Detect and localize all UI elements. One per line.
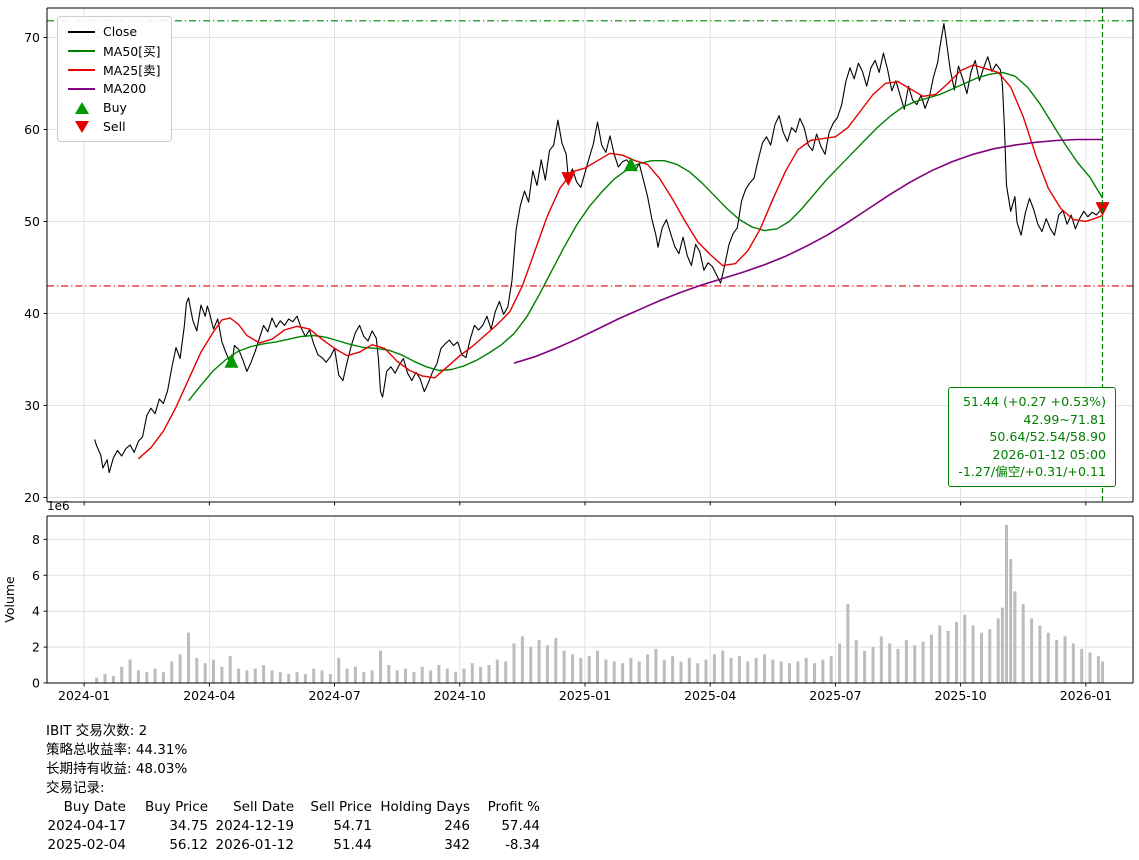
legend: Close MA50[买] MA25[卖] MA200 Buy Sell: [57, 16, 172, 142]
trade-col-header: Holding Days: [380, 799, 470, 815]
volume-tick-label: 0: [32, 676, 40, 691]
x-tick-label: 2024-01: [58, 688, 110, 703]
series-MA200: [513, 138, 1103, 364]
price-volume-chart: 2024-01 2024-04 2024-07 2024-10 2025-01 2025-…: [2, 7, 1134, 703]
sell-triangle-icon: [74, 120, 89, 133]
volume-tick-label: 6: [32, 568, 40, 583]
legend-label: Close: [103, 24, 138, 39]
trade-cell: 51.44: [333, 837, 372, 853]
axis-labels: 2024-01 2024-04 2024-07 2024-10 2025-01 2025-…: [24, 30, 1112, 703]
price-annotation-box: 51.44 (+0.27 +0.53%) 42.99~71.81 50.64/5…: [948, 387, 1116, 487]
legend-item-Sell: Sell: [68, 119, 161, 134]
holding-return-line: 长期持有收益: 48.03%: [46, 761, 188, 777]
trade-cell: 342: [444, 837, 470, 853]
legend-item-Close: Close: [68, 24, 161, 39]
volume-ylabel: Volume: [2, 576, 17, 623]
x-tick-label: 2025-07: [809, 688, 861, 703]
annotation-datetime: 2026-01-12 05:00: [992, 446, 1107, 462]
series-Close: [94, 23, 1103, 474]
x-tick-label: 2025-10: [935, 688, 987, 703]
trade-col-header: Profit %: [487, 799, 540, 815]
trade-table-header: Buy Date Buy Price Sell Date Sell Price Hold…: [46, 798, 540, 817]
volume-bars: [95, 525, 1104, 683]
trade-row-1: 2025-02-04 56.12 2026-01-12 51.44 342 -8.34: [46, 836, 540, 855]
trade-cell: 2024-12-19: [215, 818, 294, 834]
legend-label: MA50[买]: [103, 44, 161, 59]
volume-tick-label: 2: [32, 640, 40, 655]
x-tick-label: 2026-01: [1060, 688, 1112, 703]
buy-triangle-icon: [623, 157, 638, 172]
legend-label: Buy: [103, 100, 127, 115]
buy-triangle-icon: [224, 353, 239, 368]
trade-col-header: Buy Price: [144, 799, 208, 815]
trade-cell: 246: [444, 818, 470, 834]
axis-ticks: [43, 36, 1087, 687]
price-tick-label: 40: [24, 306, 40, 321]
trade-row-0: 2024-04-17 34.75 2024-12-19 54.71 246 57.44: [46, 817, 540, 836]
price-tick-label: 60: [24, 122, 40, 137]
trade-cell: 2025-02-04: [47, 837, 126, 853]
price-tick-label: 50: [24, 214, 40, 229]
x-tick-label: 2024-07: [308, 688, 360, 703]
x-tick-label: 2024-10: [434, 688, 486, 703]
strategy-return-line: 策略总收益率: 44.31%: [46, 742, 188, 758]
trade-cell: 34.75: [169, 818, 208, 834]
annotation-range: 42.99~71.81: [1023, 411, 1106, 427]
volume-offset-text: 1e6: [47, 499, 70, 513]
trade-cell: 54.71: [333, 818, 372, 834]
buy-triangle-icon: [74, 101, 89, 114]
price-tick-label: 20: [24, 490, 40, 505]
buy-markers: [224, 157, 638, 368]
sell-triangle-icon: [561, 172, 576, 187]
trade-count-line: IBIT 交易次数: 2: [46, 723, 148, 739]
legend-item-MA200: MA200: [68, 81, 161, 96]
trade-cell: 2026-01-12: [215, 837, 294, 853]
trade-table: Buy Date Buy Price Sell Date Sell Price Hold…: [46, 798, 540, 855]
legend-line-swatch: [68, 87, 95, 90]
trade-col-header: Buy Date: [63, 799, 126, 815]
trade-cell: 2024-04-17: [47, 818, 126, 834]
volume-tick-label: 8: [32, 532, 40, 547]
legend-item-MA50[买]: MA50[买]: [68, 43, 161, 59]
price-tick-label: 70: [24, 30, 40, 45]
legend-item-Buy: Buy: [68, 100, 161, 115]
trade-col-header: Sell Price: [310, 799, 372, 815]
x-tick-label: 2025-04: [684, 688, 736, 703]
annotation-last-price: 51.44 (+0.27 +0.53%): [962, 394, 1106, 409]
legend-line-swatch: [68, 49, 95, 52]
annotation-mas: 50.64/52.54/58.90: [989, 429, 1106, 444]
volume-tick-label: 4: [32, 604, 40, 619]
legend-item-MA25[卖]: MA25[卖]: [68, 62, 161, 78]
legend-line-swatch: [68, 68, 95, 71]
legend-label: Sell: [103, 119, 126, 134]
trade-cell: 56.12: [169, 837, 208, 853]
series-MA50[买]: [187, 71, 1104, 402]
x-tick-label: 2025-01: [559, 688, 611, 703]
trade-cell: -8.34: [505, 837, 540, 853]
trade-col-header: Sell Date: [233, 799, 294, 815]
grid: [47, 8, 1133, 684]
axes-spines: [46, 7, 1134, 684]
stats-block: IBIT 交易次数: 2 策略总收益率: 44.31% 长期持有收益: 48.0…: [46, 722, 540, 855]
price-tick-label: 30: [24, 398, 40, 413]
series-MA25[卖]: [137, 64, 1103, 460]
legend-label: MA25[卖]: [103, 63, 161, 78]
trade-cell: 57.44: [501, 818, 540, 834]
legend-label: MA200: [103, 81, 147, 96]
annotation-signal: -1.27/偏空/+0.31/+0.11: [958, 464, 1106, 479]
x-tick-label: 2024-04: [183, 688, 235, 703]
legend-line-swatch: [68, 30, 95, 33]
trade-records-label: 交易记录:: [46, 780, 105, 796]
